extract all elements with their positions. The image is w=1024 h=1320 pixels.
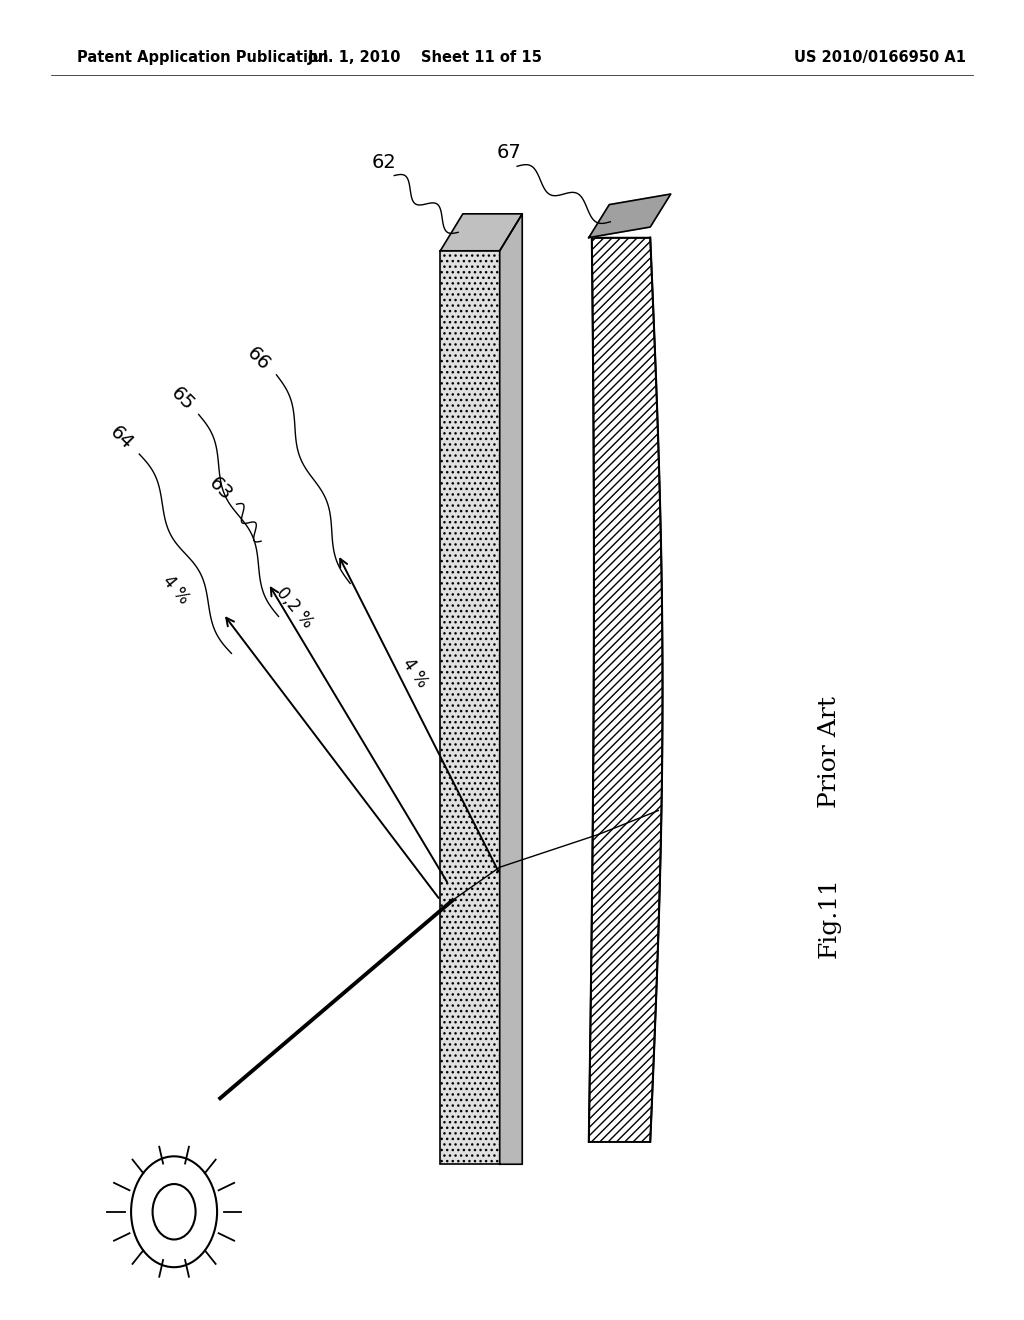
Text: 0,2 %: 0,2 % [272, 583, 317, 631]
Polygon shape [440, 214, 522, 251]
Polygon shape [500, 214, 522, 1164]
Text: 65: 65 [167, 383, 198, 414]
Text: Jul. 1, 2010    Sheet 11 of 15: Jul. 1, 2010 Sheet 11 of 15 [307, 50, 543, 65]
Text: 4 %: 4 % [159, 573, 194, 607]
Text: Patent Application Publication: Patent Application Publication [77, 50, 329, 65]
Polygon shape [589, 194, 671, 238]
Text: 66: 66 [243, 343, 273, 375]
Polygon shape [589, 238, 663, 1142]
Bar [440, 251, 500, 1164]
Text: 4 %: 4 % [398, 655, 431, 692]
Text: Prior Art: Prior Art [818, 697, 841, 808]
Text: US 2010/0166950 A1: US 2010/0166950 A1 [794, 50, 966, 65]
Text: Fig.11: Fig.11 [818, 876, 841, 958]
Text: 63: 63 [205, 473, 236, 504]
Text: 67: 67 [497, 144, 521, 162]
Circle shape [153, 1184, 196, 1239]
Text: 64: 64 [105, 422, 136, 454]
Text: 62: 62 [372, 153, 396, 172]
